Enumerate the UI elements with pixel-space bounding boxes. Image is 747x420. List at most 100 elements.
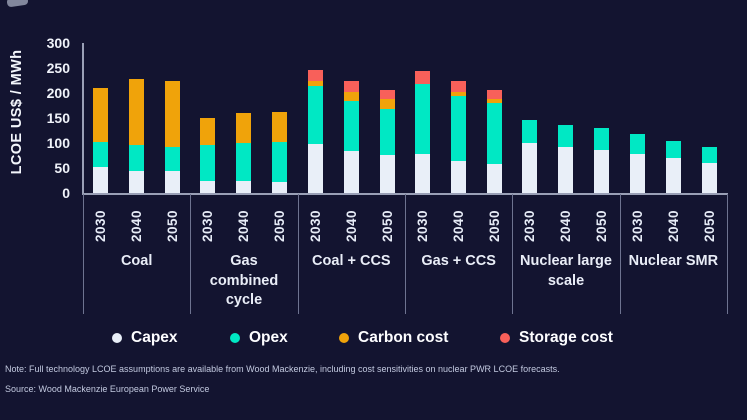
category-group-label: Coal <box>120 253 153 269</box>
bar-segment-opex <box>307 85 323 144</box>
y-tick-label: 0 <box>62 185 70 201</box>
x-tick-year-label: 2030 <box>93 209 108 243</box>
bar-segment-storage <box>415 71 430 84</box>
y-tick-label: 300 <box>46 35 70 51</box>
x-tick-year-label: 2030 <box>200 209 216 243</box>
legend-item: Storage cost <box>500 329 613 347</box>
y-tick-label: 250 <box>46 60 70 76</box>
y-tick-label: 200 <box>46 85 70 101</box>
x-tick-year-label: 2050 <box>594 209 610 243</box>
bar-segment-opex <box>129 144 144 171</box>
legend-label: Carbon cost <box>358 329 449 346</box>
chart-source: Source: Wood Mackenzie European Power Se… <box>5 384 210 394</box>
bar-segment-capex <box>165 170 180 193</box>
bar-segment-opex <box>272 141 288 182</box>
x-tick-year-label: 2030 <box>415 209 430 243</box>
bar-segment-opex <box>343 100 359 151</box>
category-group-label: Nuclear large scale <box>520 253 612 289</box>
x-tick-year-label: 2050 <box>487 209 502 243</box>
x-tick-year-label: 2040 <box>129 209 144 243</box>
bar-segment-opex <box>165 147 180 171</box>
bar-segment-opex <box>487 103 502 164</box>
bar-segment-opex <box>379 109 395 155</box>
x-tick-year-label: 2040 <box>558 209 574 243</box>
bar-segment-carbon <box>343 92 359 101</box>
y-axis-title: LCOE US$ / MWh <box>9 49 25 175</box>
bar-segment-capex <box>129 170 144 193</box>
bar-segment-capex <box>522 142 538 193</box>
legend-item: Opex <box>230 329 288 347</box>
category-divider <box>619 194 621 314</box>
category-divider <box>727 194 728 314</box>
bar-segment-carbon <box>307 80 323 86</box>
bar-segment-capex <box>236 180 252 193</box>
bar-segment-opex <box>200 144 216 181</box>
legend-dot-icon <box>230 333 240 343</box>
bar-segment-capex <box>629 154 645 193</box>
bar-segment-carbon <box>165 80 180 147</box>
bar-segment-opex <box>701 147 717 163</box>
x-tick-year-label: 2050 <box>272 209 288 243</box>
chart-note: Note: Full technology LCOE assumptions a… <box>5 364 560 374</box>
x-tick-year-label: 2040 <box>665 209 681 243</box>
bar-segment-carbon <box>451 91 466 96</box>
legend-dot-icon <box>112 333 122 343</box>
legend-item: Capex <box>112 329 178 347</box>
category-divider <box>297 194 299 314</box>
legend-dot-icon <box>500 333 510 343</box>
bar-segment-capex <box>665 158 681 193</box>
bar-segment-opex <box>93 141 108 167</box>
x-tick-year-label: 2050 <box>165 209 180 243</box>
bar-segment-capex <box>451 160 466 193</box>
y-tick-label: 50 <box>54 160 70 176</box>
bar-segment-opex <box>558 125 574 147</box>
bar-segment-opex <box>629 134 645 154</box>
legend-label: Storage cost <box>519 329 613 346</box>
x-tick-year-label: 2030 <box>307 209 323 243</box>
bar-segment-opex <box>522 119 538 143</box>
y-axis-line <box>82 43 84 193</box>
bar-segment-carbon <box>129 79 144 145</box>
bar-segment-opex <box>236 142 252 181</box>
x-tick-year-label: 2040 <box>236 209 252 243</box>
bar-segment-opex <box>415 83 430 154</box>
bar-segment-carbon <box>379 99 395 109</box>
bar-segment-capex <box>272 181 288 193</box>
x-tick-year-label: 2040 <box>343 209 359 243</box>
bar-segment-capex <box>93 166 108 193</box>
bar-segment-capex <box>594 149 610 193</box>
category-group-label: Gas combined cycle <box>209 253 279 309</box>
bar-segment-storage <box>379 89 395 99</box>
x-tick-year-label: 2050 <box>379 209 395 243</box>
bar-segment-capex <box>558 147 574 193</box>
y-tick-label: 100 <box>46 135 70 151</box>
bar-segment-opex <box>665 140 681 158</box>
x-tick-year-label: 2050 <box>701 209 717 243</box>
bar-segment-opex <box>594 128 610 150</box>
bar-segment-carbon <box>200 118 216 145</box>
bar-segment-carbon <box>93 87 108 142</box>
legend-label: Capex <box>131 329 178 346</box>
bar-segment-capex <box>701 163 717 193</box>
legend-dot-icon <box>339 333 349 343</box>
bar-segment-capex <box>379 154 395 193</box>
bar-segment-capex <box>415 153 430 193</box>
bar-segment-carbon <box>236 112 252 143</box>
x-tick-year-label: 2030 <box>629 209 645 243</box>
bar-segment-capex <box>307 144 323 193</box>
category-group-label: Coal + CCS <box>312 253 391 269</box>
x-tick-year-label: 2030 <box>522 209 538 243</box>
bar-segment-carbon <box>272 111 288 142</box>
bar-segment-storage <box>451 80 466 92</box>
category-divider <box>190 194 192 314</box>
bar-segment-capex <box>200 180 216 193</box>
legend-label: Opex <box>249 329 288 346</box>
category-divider <box>405 194 406 314</box>
category-divider <box>512 194 514 314</box>
bar-segment-opex <box>451 95 466 161</box>
y-tick-label: 150 <box>46 110 70 126</box>
category-divider <box>83 194 84 314</box>
category-group-label: Nuclear SMR <box>628 253 719 269</box>
bar-segment-capex <box>487 164 502 193</box>
